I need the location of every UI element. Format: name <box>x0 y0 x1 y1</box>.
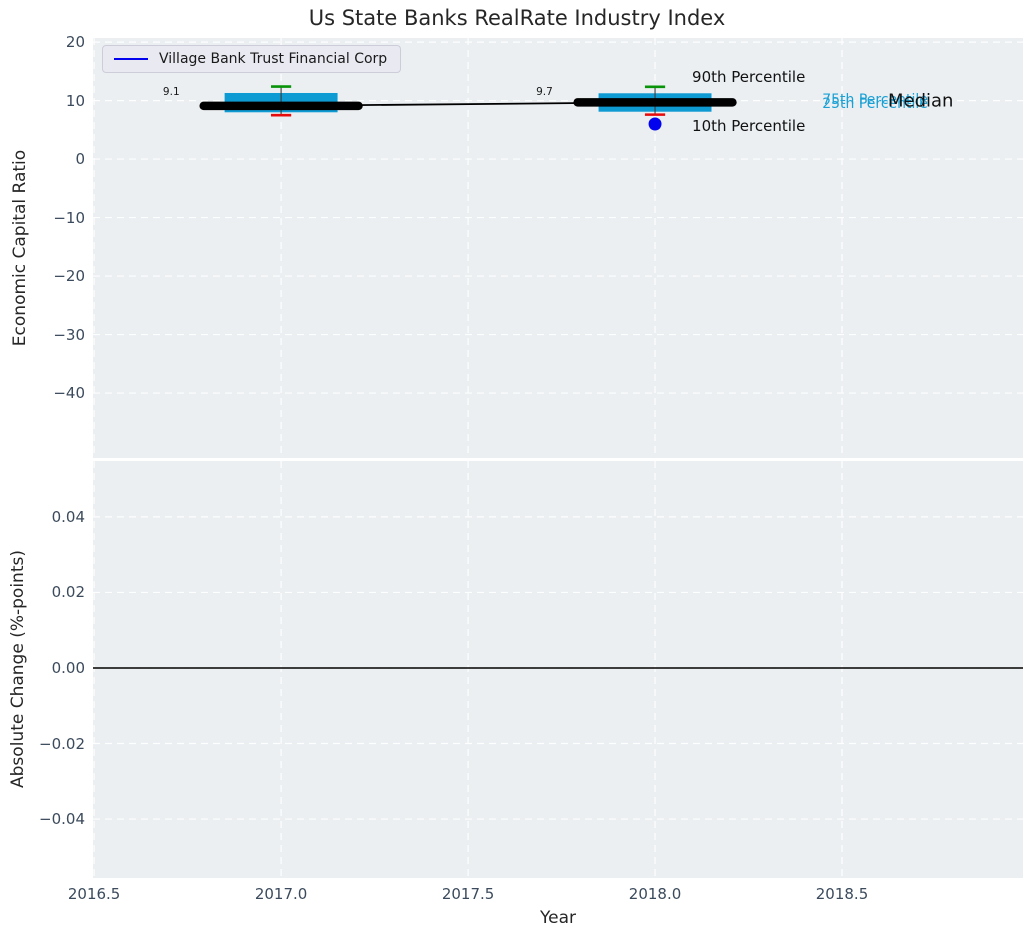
annotation-9-7: 9.7 <box>536 86 553 99</box>
y-tick-label: 0 <box>75 150 85 169</box>
y-tick-label: −30 <box>53 325 85 344</box>
annotation-25th-percentile: 25th Percentile <box>822 95 928 112</box>
y-tick-label: 0.04 <box>51 507 85 526</box>
y-tick-label: −0.04 <box>39 810 85 829</box>
annotation-90th-percentile: 90th Percentile <box>692 68 806 87</box>
annotation-10th-percentile: 10th Percentile <box>692 116 806 135</box>
y-tick-label: −20 <box>53 267 85 286</box>
x-tick-label: 2018.0 <box>628 885 682 903</box>
x-tick-label: 2017.5 <box>441 885 495 903</box>
legend-line-swatch <box>114 57 148 61</box>
x-tick-label: 2016.5 <box>67 885 121 903</box>
chart-title: Us State Banks RealRate Industry Index <box>308 6 726 30</box>
bottom-plot-canvas <box>93 461 1023 878</box>
annotation-9-1: 9.1 <box>162 86 180 99</box>
x-tick-label: 2017.0 <box>254 885 308 903</box>
y-tick-label: 10 <box>65 91 85 110</box>
annotation-median: Median <box>888 90 954 112</box>
x-tick-label: 2018.5 <box>815 885 869 903</box>
annotation-75th-percentile: 75th Percentile <box>822 91 928 108</box>
x-axis-label: Year <box>540 908 576 928</box>
legend: Village Bank Trust Financial Corp <box>102 45 402 73</box>
y-tick-label: 0.00 <box>51 658 85 677</box>
y-tick-label: 0.02 <box>51 583 85 602</box>
y-tick-label: −40 <box>53 384 85 403</box>
y-tick-label: −0.02 <box>39 734 85 753</box>
y-tick-label: 20 <box>65 33 85 52</box>
legend-label: Village Bank Trust Financial Corp <box>159 51 388 67</box>
top-plot-area: Village Bank Trust Financial Corp 9.1 9.7… <box>93 38 1023 458</box>
bottom-plot-area <box>93 461 1023 878</box>
top-plot-canvas <box>93 38 1023 458</box>
y-tick-label: −10 <box>53 208 85 227</box>
company-point <box>648 117 662 131</box>
